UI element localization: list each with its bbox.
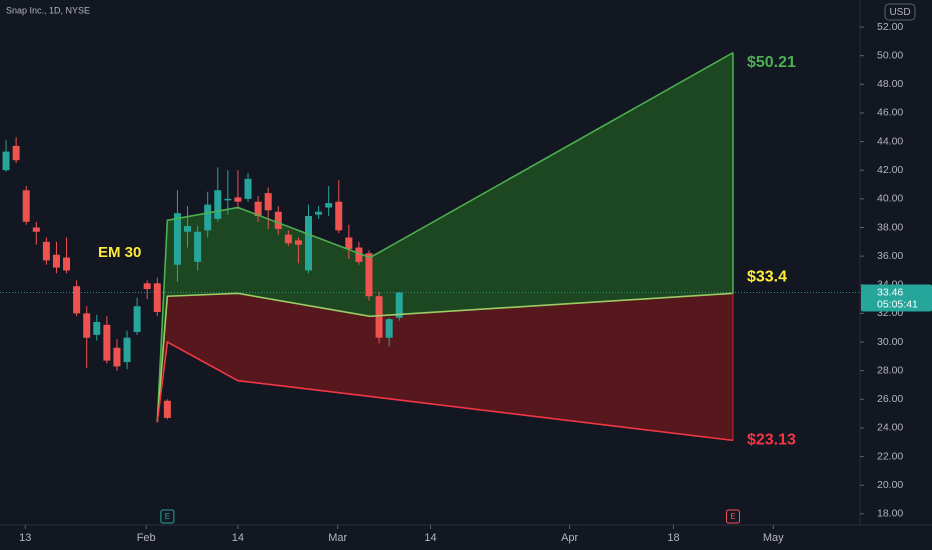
currency-badge[interactable] xyxy=(884,3,916,21)
candle-body xyxy=(143,283,151,290)
candle-body xyxy=(153,283,161,312)
candle-body xyxy=(2,151,10,171)
candle-body xyxy=(113,347,121,367)
last-price-tag xyxy=(861,284,932,312)
candle-body xyxy=(355,247,363,262)
y-tick-label: 24.00 xyxy=(877,422,903,434)
last-price-countdown: 05:05:41 xyxy=(877,298,918,310)
y-tick-label: 42.00 xyxy=(877,164,903,176)
y-tick-label: 20.00 xyxy=(877,479,903,491)
x-tick-label: Apr xyxy=(561,532,578,544)
candle-body xyxy=(52,254,60,268)
candle-body xyxy=(254,201,262,217)
candle-body xyxy=(395,292,403,318)
event-marker xyxy=(160,509,175,524)
upper-range-line xyxy=(156,51,734,423)
lower-range-line xyxy=(156,340,734,442)
candle-body xyxy=(133,306,141,333)
candle-body xyxy=(103,324,111,361)
candle-body xyxy=(12,145,20,161)
candle-body xyxy=(305,216,313,271)
candle-body xyxy=(22,190,30,222)
y-tick-label: 36.00 xyxy=(877,250,903,262)
candle-body xyxy=(194,231,202,262)
candle-body xyxy=(184,226,192,232)
y-tick-label: 44.00 xyxy=(877,135,903,147)
candle-body xyxy=(385,319,393,338)
candle-body xyxy=(32,227,40,232)
y-tick-label: 30.00 xyxy=(877,336,903,348)
candle-body xyxy=(93,321,101,335)
candle-body xyxy=(274,211,282,229)
candle-body xyxy=(73,286,81,314)
event-label: E xyxy=(165,512,170,521)
mid-range-label: $33.4 xyxy=(747,269,787,286)
currency-label: USD xyxy=(889,7,910,18)
x-tick-label: Mar xyxy=(328,532,347,544)
upper-range-area xyxy=(157,52,733,423)
x-tick-label: 13 xyxy=(19,532,31,544)
candle-body xyxy=(214,190,222,219)
candle-body xyxy=(264,193,272,211)
candle-body xyxy=(284,234,292,244)
candle-body xyxy=(204,204,212,231)
lower-range-area xyxy=(157,293,733,441)
upper-range-label: $50.21 xyxy=(747,54,796,71)
candle-body xyxy=(224,198,232,201)
event-label: E xyxy=(730,512,735,521)
candle-body xyxy=(335,201,343,231)
y-tick-label: 40.00 xyxy=(877,193,903,205)
y-tick-label: 46.00 xyxy=(877,107,903,119)
y-tick-label: 50.00 xyxy=(877,49,903,61)
candle-body xyxy=(83,313,91,338)
y-tick-label: 52.00 xyxy=(877,21,903,33)
last-price-value: 33.46 xyxy=(877,286,903,298)
candle-body xyxy=(325,203,333,208)
chart-title: Snap Inc., 1D, NYSE xyxy=(6,5,90,15)
candle-body xyxy=(294,240,302,245)
candle-body xyxy=(365,253,373,297)
y-tick-label: 28.00 xyxy=(877,364,903,376)
candle-body xyxy=(163,400,171,418)
candle-body xyxy=(315,211,323,215)
y-tick-label: 18.00 xyxy=(877,508,903,520)
candle-body xyxy=(42,241,50,261)
y-tick-label: 38.00 xyxy=(877,221,903,233)
lower-range-label: $23.13 xyxy=(747,432,796,449)
x-tick-label: 14 xyxy=(424,532,436,544)
candle-body xyxy=(63,257,71,271)
candle-body xyxy=(123,337,131,363)
candle-body xyxy=(375,296,383,338)
candle-body xyxy=(244,178,252,199)
candle-body xyxy=(234,197,242,202)
x-tick-label: 14 xyxy=(232,532,244,544)
y-tick-label: 22.00 xyxy=(877,450,903,462)
y-tick-label: 48.00 xyxy=(877,78,903,90)
candle-body xyxy=(345,237,353,249)
annotation: EM 30 xyxy=(98,244,141,261)
x-tick-label: May xyxy=(763,532,784,544)
mid-range-line xyxy=(156,292,734,423)
x-tick-label: Feb xyxy=(137,532,156,544)
y-tick-label: 26.00 xyxy=(877,393,903,405)
candle-body xyxy=(173,213,181,265)
event-marker xyxy=(725,509,740,524)
x-tick-label: 18 xyxy=(667,532,679,544)
